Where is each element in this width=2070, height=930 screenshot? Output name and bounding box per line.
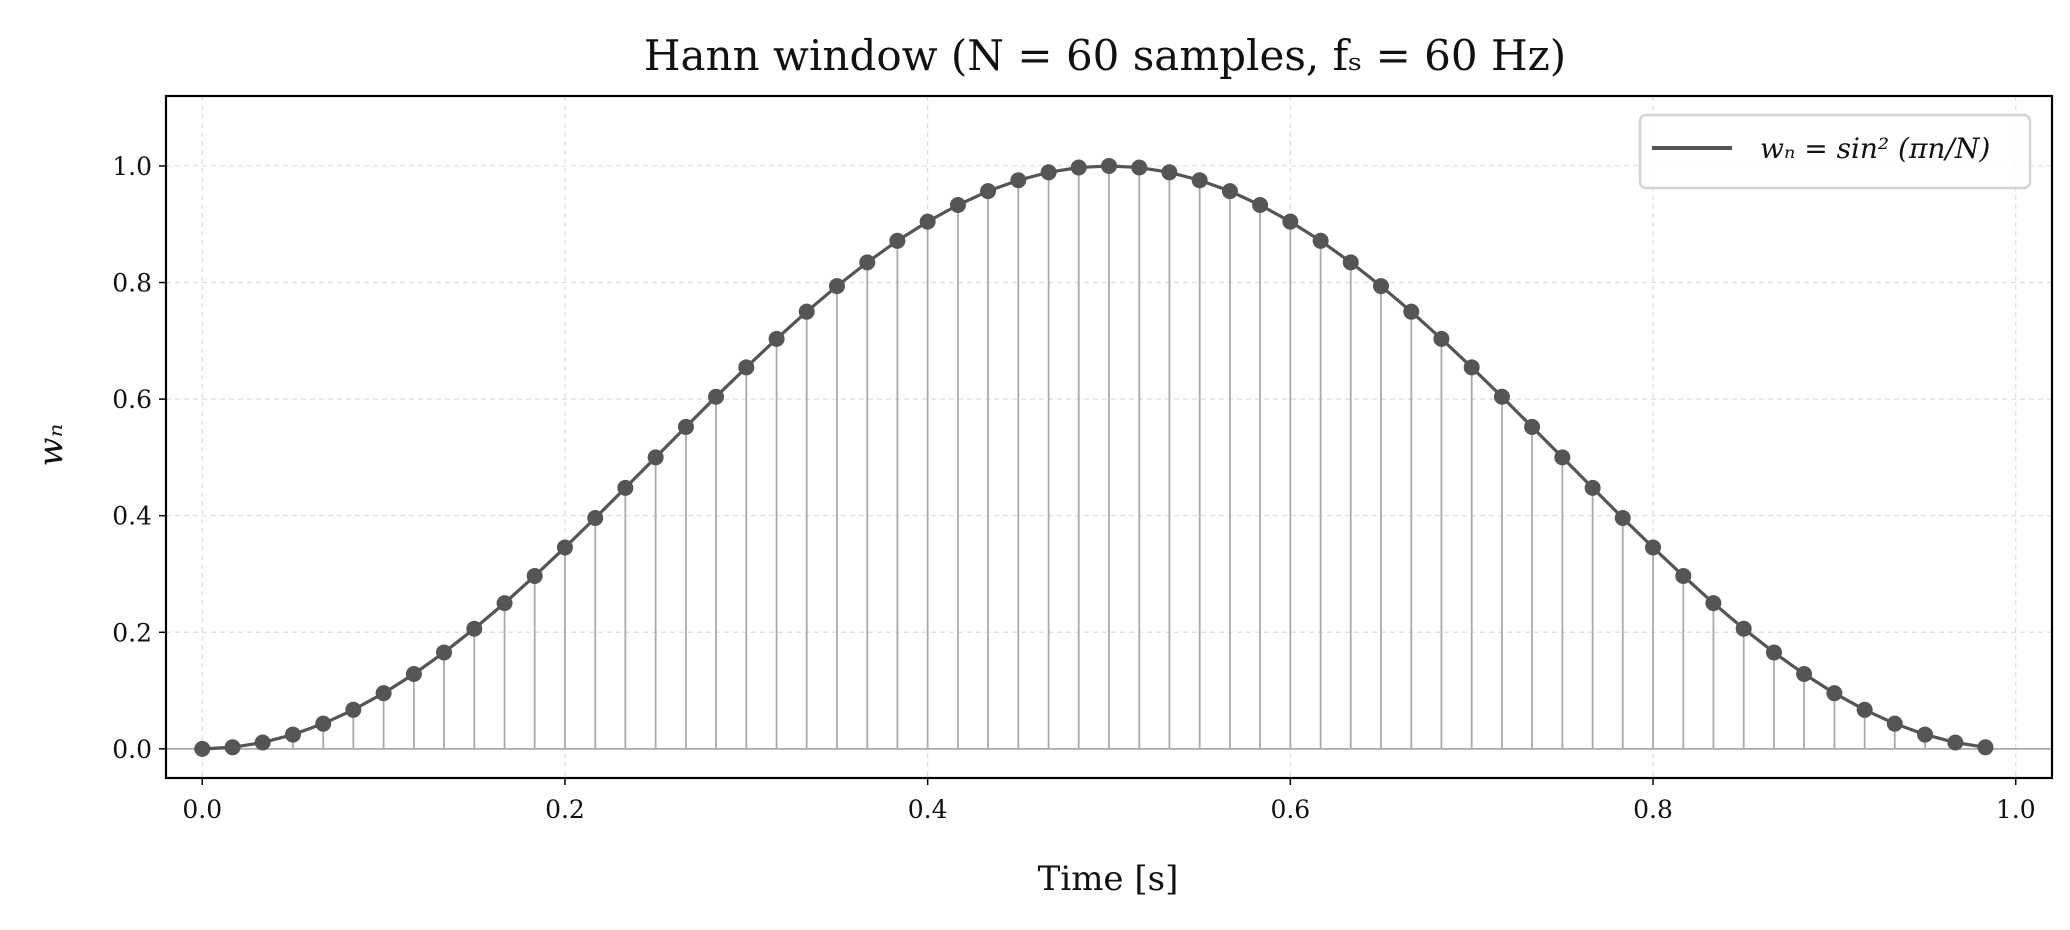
data-point	[466, 620, 483, 637]
data-point	[1614, 510, 1631, 527]
legend-label: wₙ = sin² (πn/N)	[1760, 132, 1990, 165]
data-point	[1221, 183, 1238, 200]
data-point	[1282, 213, 1299, 230]
data-point	[1675, 567, 1692, 584]
y-tick-label: 0.8	[112, 269, 152, 298]
data-point	[1131, 159, 1148, 176]
data-point	[1342, 254, 1359, 271]
x-axis-label: Time [s]	[1038, 859, 1179, 899]
data-point	[405, 666, 422, 683]
data-point	[587, 510, 604, 527]
x-tick-label: 0.4	[908, 795, 948, 824]
series	[194, 157, 1994, 757]
legend-box	[1638, 113, 2032, 190]
legend: wₙ = sin² (πn/N)	[1638, 113, 2032, 190]
data-point	[194, 740, 211, 757]
data-point	[1040, 164, 1057, 181]
data-point	[556, 539, 573, 556]
data-point	[1010, 172, 1027, 189]
x-tick-label: 0.6	[1270, 795, 1310, 824]
plot-frame	[164, 94, 2054, 780]
data-point	[1977, 739, 1994, 756]
data-point	[1312, 232, 1329, 249]
y-axis-label: wₙ	[31, 424, 71, 467]
chart-title: Hann window (N = 60 samples, fₛ = 60 Hz)	[644, 31, 1566, 80]
data-point	[1493, 388, 1510, 405]
data-point	[1947, 734, 1964, 751]
x-tick-label: 0.8	[1633, 795, 1673, 824]
data-point	[1705, 595, 1722, 612]
y-tick-label: 1.0	[112, 152, 152, 181]
data-point	[1524, 418, 1541, 435]
data-point	[1373, 278, 1390, 295]
data-point	[1161, 164, 1178, 181]
data-point	[1645, 539, 1662, 556]
data-point	[315, 715, 332, 732]
data-point	[677, 418, 694, 435]
data-point	[1403, 303, 1420, 320]
data-point	[1796, 666, 1813, 683]
y-tick-label: 0.4	[112, 502, 152, 531]
data-point	[889, 232, 906, 249]
data-point	[1101, 157, 1117, 174]
data-point	[284, 726, 301, 743]
data-point	[1765, 644, 1782, 661]
data-point	[1917, 726, 1934, 743]
series-line	[202, 164, 1986, 751]
data-point	[647, 449, 664, 466]
data-point	[859, 254, 876, 271]
data-point	[828, 278, 845, 295]
data-point	[1191, 172, 1208, 189]
data-point	[436, 644, 453, 661]
data-point	[1070, 159, 1087, 176]
data-point	[1826, 685, 1843, 702]
data-point	[1735, 620, 1752, 637]
data-point	[1252, 197, 1269, 214]
data-point	[919, 213, 936, 230]
x-tick-label: 0.0	[182, 795, 222, 824]
ticks: 0.0 0.2 0.4 0.6 0.8 1.0 0.0 0.2 0.4 0.6 0.8 1.0	[112, 152, 2035, 824]
x-tick-label: 0.2	[545, 795, 585, 824]
data-point	[345, 701, 362, 718]
data-point	[526, 567, 543, 584]
data-point	[708, 388, 725, 405]
y-tick-label: 0.6	[112, 385, 152, 414]
data-point	[1463, 359, 1480, 376]
data-point	[768, 330, 785, 347]
data-point	[254, 734, 271, 751]
x-tick-label: 1.0	[1996, 795, 2036, 824]
data-point	[496, 595, 513, 612]
data-point	[1856, 701, 1873, 718]
stems	[166, 165, 2052, 750]
data-point	[1584, 479, 1601, 496]
data-point	[375, 685, 392, 702]
data-point	[738, 359, 755, 376]
data-point	[949, 197, 966, 214]
data-point	[617, 479, 634, 496]
data-point	[980, 183, 997, 200]
data-point	[224, 739, 241, 756]
data-point	[798, 303, 815, 320]
y-tick-label: 0.0	[112, 735, 152, 764]
data-point	[1433, 330, 1450, 347]
y-tick-label: 0.2	[112, 618, 152, 647]
data-point	[1554, 449, 1571, 466]
data-point	[1886, 715, 1903, 732]
